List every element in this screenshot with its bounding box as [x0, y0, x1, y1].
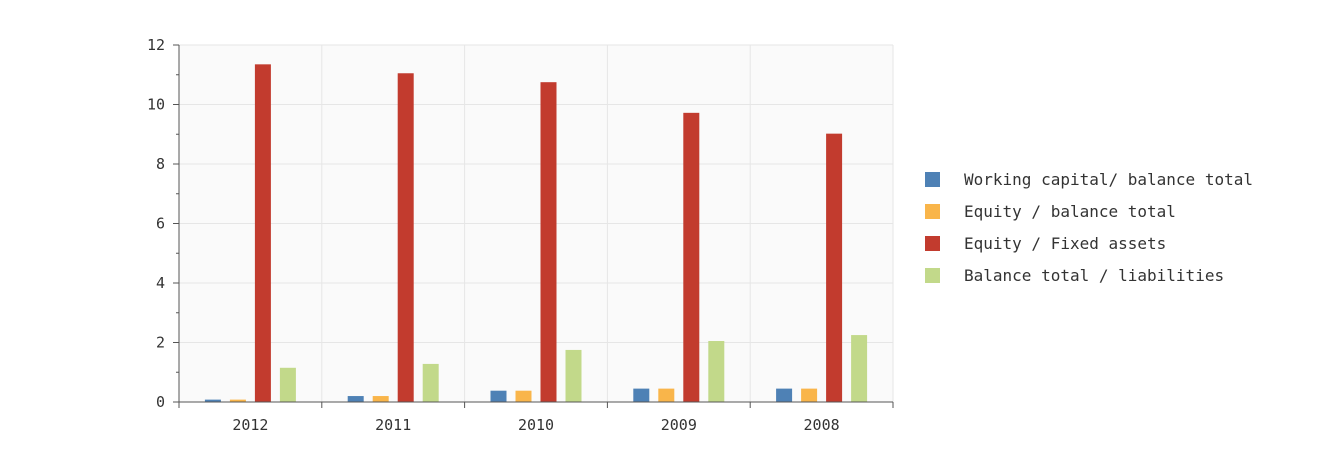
legend-swatch-working-capital	[925, 171, 940, 187]
y-tick-label: 4	[156, 274, 165, 292]
bar	[229, 399, 246, 402]
bar	[565, 349, 582, 402]
x-tick-label: 2011	[375, 416, 411, 434]
bar	[254, 64, 271, 403]
legend-label-equity-balance: Equity / balance total	[964, 201, 1176, 221]
bar	[490, 390, 507, 402]
legend-swatch-equity-balance	[925, 203, 940, 219]
bar	[658, 388, 675, 402]
y-tick-label: 2	[156, 334, 165, 352]
gridlines	[179, 44, 894, 402]
legend-item-equity-fixed-assets[interactable]: Equity / Fixed assets	[925, 227, 1253, 259]
legend: Working capital/ balance total Equity / …	[925, 163, 1253, 291]
bar	[708, 341, 725, 402]
bar	[347, 396, 364, 402]
bar	[633, 388, 650, 402]
legend-swatch-equity-fixed-assets	[925, 235, 940, 251]
y-tick-label: 10	[147, 96, 165, 114]
legend-swatch-balance-liabilities	[925, 267, 940, 283]
x-tick-label: 2008	[804, 416, 840, 434]
y-tick-label: 6	[156, 215, 165, 233]
bar	[422, 363, 439, 402]
bar	[851, 335, 868, 402]
legend-label-equity-fixed-assets: Equity / Fixed assets	[964, 233, 1167, 253]
x-axis-ticks: 2012 2011 2010 2009 2008	[178, 402, 894, 434]
x-tick-label: 2012	[232, 416, 268, 434]
x-tick-label: 2010	[518, 416, 554, 434]
legend-item-balance-liabilities[interactable]: Balance total / liabilities	[925, 259, 1253, 291]
x-tick-label: 2009	[661, 416, 697, 434]
legend-item-equity-balance[interactable]: Equity / balance total	[925, 195, 1253, 227]
legend-label-working-capital: Working capital/ balance total	[964, 169, 1253, 189]
y-tick-label: 0	[156, 393, 165, 411]
y-tick-label: 12	[147, 36, 165, 54]
y-axis-ticks: 0 2 4 6 8 10 12	[147, 36, 179, 411]
bar	[372, 396, 389, 402]
bar	[540, 82, 557, 402]
bar	[515, 390, 532, 402]
y-tick-label: 8	[156, 155, 165, 173]
bar	[397, 73, 414, 402]
bar	[204, 399, 221, 402]
legend-item-working-capital[interactable]: Working capital/ balance total	[925, 163, 1253, 195]
bars	[204, 64, 868, 403]
legend-label-balance-liabilities: Balance total / liabilities	[964, 265, 1225, 285]
bar	[776, 388, 793, 402]
bar	[279, 367, 296, 402]
bar	[683, 112, 700, 402]
bar	[801, 388, 818, 402]
bar	[826, 133, 843, 402]
